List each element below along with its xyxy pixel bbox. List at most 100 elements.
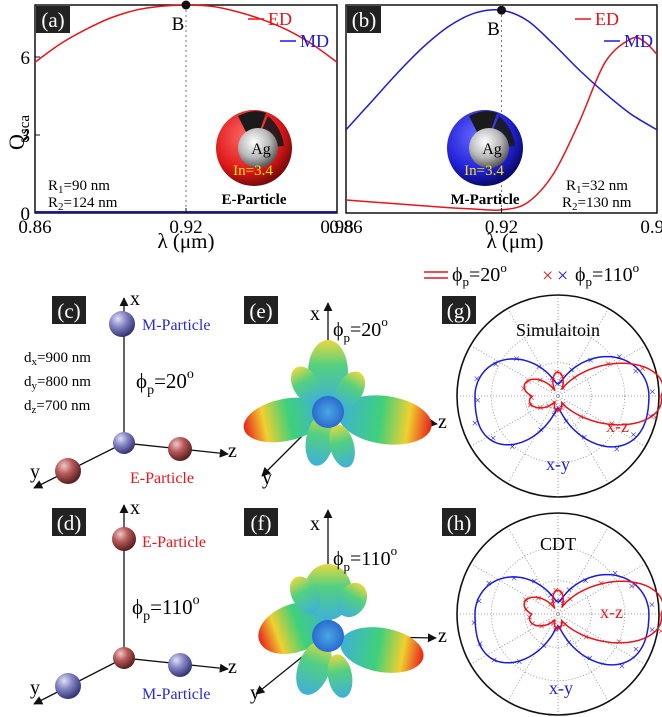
simulation-marker: × (566, 583, 573, 597)
simulation-marker: × (540, 638, 547, 652)
simulation-marker: × (472, 416, 479, 430)
simulation-marker: × (477, 637, 484, 651)
y-tick-label: 0 (21, 204, 31, 225)
simulation-marker: × (632, 578, 639, 592)
svg-text:Ag: Ag (482, 141, 502, 158)
x-tick-label: 0.86 (329, 217, 362, 238)
simulation-marker: × (491, 653, 498, 667)
z-sphere (168, 437, 192, 461)
y-sphere (55, 458, 81, 484)
simulation-marker: × (632, 364, 639, 378)
x-tick-label: 0.98 (640, 217, 662, 238)
simulation-marker: × (581, 430, 588, 444)
phi-label: ϕp=20o (136, 367, 194, 398)
simulation-marker: × (555, 403, 562, 417)
simulation-marker: × (605, 357, 612, 371)
simulation-marker: × (649, 384, 656, 398)
panel-letter-a: (a) (41, 8, 64, 32)
simulation-marker: × (562, 617, 569, 631)
simulation-marker: × (552, 621, 559, 635)
simulation-marker: × (558, 617, 565, 631)
simulation-marker: × (550, 373, 557, 387)
m-particle-sphere (109, 311, 135, 337)
y-tick-label: 6 (21, 48, 31, 69)
simulation-marker: × (558, 374, 565, 388)
panel-letter-h: (h) (447, 511, 472, 535)
simulation-marker: × (565, 636, 572, 650)
m-particle-icon: Ag In=3.4 (447, 110, 523, 186)
legend-md-label: MD (624, 31, 653, 51)
panel-h: ××××××××××××××× ×××××××××××××××××××××× × ××… (442, 508, 662, 716)
marker-point (497, 5, 506, 15)
panel-a-ticks: 0.86 0.92 0.98 0 3 6 (18, 48, 353, 238)
polar-frame (456, 512, 660, 716)
polar-title: CDT (540, 534, 576, 554)
simulation-marker: × (536, 360, 543, 374)
simulation-marker: × (523, 602, 530, 616)
svg-text:y: y (30, 677, 40, 699)
simulation-marker: × (647, 409, 654, 423)
simulation-marker: × (560, 397, 567, 411)
polar-grid-spoke (470, 345, 646, 447)
polar-grid-ring (524, 362, 592, 430)
polar-grid-spoke (507, 526, 609, 702)
simulation-marker: × (531, 574, 538, 588)
simulation-marker: × (522, 592, 529, 606)
svg-text:In=3.4: In=3.4 (464, 163, 504, 179)
simulation-marker: × (560, 596, 567, 610)
svg-text:z: z (228, 440, 237, 462)
simulation-marker: × (612, 566, 619, 580)
simulation-marker: × (527, 398, 534, 412)
simulation-marker: × (616, 349, 623, 363)
simulation-marker: × (558, 400, 565, 414)
panel-e: (e) x z y ϕp=20o (243, 296, 447, 489)
m-particle-sphere-label: M-Particle (142, 686, 210, 703)
panel-letter-e: (e) (249, 299, 272, 323)
simulation-marker: × (559, 369, 566, 383)
label-xz: x-z (606, 416, 629, 436)
simulation-marker: × (474, 372, 481, 386)
simulation-marker: × (547, 588, 554, 602)
simulation-marker: × (649, 622, 656, 636)
polar-grid-spoke (507, 308, 609, 484)
dz-label: dz=700 nm (24, 398, 91, 416)
simulation-marker: × (553, 594, 560, 608)
simulation-marker: × (551, 408, 558, 422)
panel-letter-box (347, 6, 381, 33)
dx-label: dx=900 nm (24, 350, 91, 368)
marker-point (181, 0, 191, 10)
r2-annotation: R2=124 nm (48, 195, 118, 213)
simulation-marker: × (551, 615, 558, 629)
simulation-marker: × (554, 377, 561, 391)
x-tick-label: 0.92 (485, 217, 518, 238)
simulation-marker: × (516, 654, 523, 668)
origin-sphere (113, 432, 135, 454)
panel-letter-d: (d) (57, 511, 82, 535)
polar-grid-ring (490, 328, 626, 464)
simulation-marker: × (537, 400, 544, 414)
legend-ed-label: ED (268, 9, 292, 29)
phi-label: ϕp=110o (132, 593, 200, 624)
y-tick-label: 3 (21, 126, 31, 147)
simulation-marker: × (558, 587, 565, 601)
simulation-marker: × (547, 616, 554, 630)
panel-g: ××××××××××××××××××××××××××××××××××××× × × ×… (442, 294, 662, 498)
polar-title: Simulaitoin (516, 320, 600, 340)
r2-annotation: R2=130 nm (562, 195, 632, 213)
m-particle-sphere-label: M-Particle (142, 317, 210, 334)
simulation-marker: × (556, 621, 563, 635)
svg-text:y: y (250, 682, 260, 704)
simulation-marker: × (608, 417, 615, 431)
polar-grid-spoke (470, 563, 646, 665)
simulation-marker: × (552, 403, 559, 417)
pattern-xy (474, 573, 650, 666)
panel-letter-c: (c) (57, 299, 80, 323)
simulation-marker: × (537, 423, 544, 437)
r1-annotation: R1=32 nm (566, 178, 628, 196)
simulation-marker: × (513, 352, 520, 366)
e-particle-sphere-label: E-Particle (130, 470, 194, 487)
simulation-marker: × (547, 597, 554, 611)
x-tick-label: 0.98 (320, 217, 353, 238)
